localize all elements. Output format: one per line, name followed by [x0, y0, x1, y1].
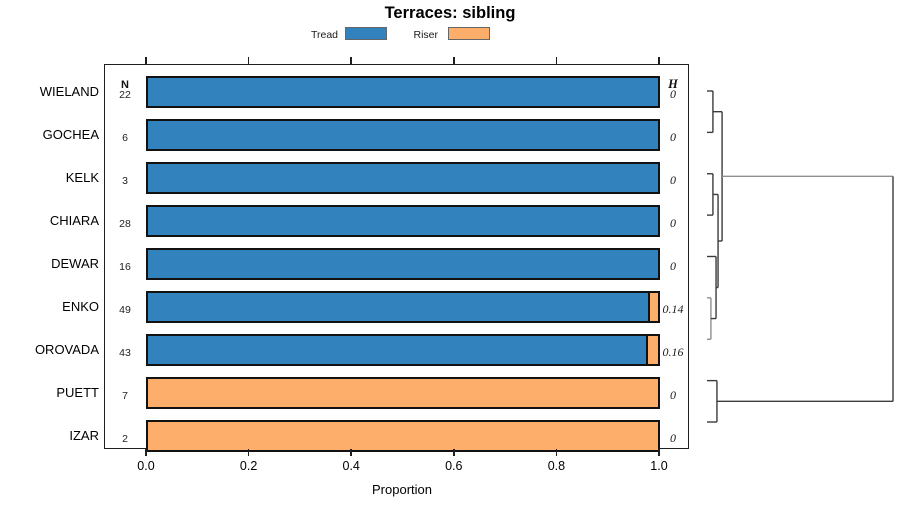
row-label-wieland: WIELAND — [39, 84, 99, 99]
x-axis-tick-label: 0.6 — [445, 459, 463, 473]
row-label-enko: ENKO — [62, 299, 99, 314]
n-value-gochea: 6 — [122, 132, 128, 144]
row-label-puett: PUETT — [56, 385, 99, 400]
row-label-izar: IZAR — [69, 428, 99, 443]
n-value-izar: 2 — [122, 433, 128, 445]
x-axis-tick-bottom — [247, 449, 250, 456]
x-axis-tick-label: 0.2 — [239, 459, 258, 473]
bar-kelk — [146, 162, 660, 194]
row-label-chiara: CHIARA — [49, 213, 99, 228]
bar-gochea — [146, 119, 660, 151]
legend-label-tread: Tread — [310, 29, 338, 41]
bar-segment-riser — [646, 336, 658, 364]
row-label-orovada: OROVADA — [34, 342, 99, 357]
chart-title: Terraces: sibling — [384, 4, 516, 22]
bar-orovada — [146, 334, 660, 366]
bar-puett — [146, 377, 660, 409]
legend-swatch-tread — [345, 27, 387, 40]
x-axis-tick-top — [145, 57, 147, 64]
n-value-enko: 49 — [119, 304, 131, 316]
h-value-puett: 0 — [670, 388, 676, 402]
x-axis-tick-top — [247, 57, 250, 64]
bar-izar — [146, 420, 660, 452]
x-axis-tick-bottom — [555, 449, 558, 456]
h-value-izar: 0 — [670, 431, 676, 445]
x-axis-tick-top — [453, 57, 455, 64]
x-axis-tick-top — [658, 57, 660, 64]
bar-segment-tread — [148, 121, 658, 149]
n-value-orovada: 43 — [119, 347, 131, 359]
n-value-wieland: 22 — [119, 89, 131, 101]
row-label-kelk: KELK — [65, 170, 99, 185]
bar-dewar — [146, 248, 660, 280]
bar-segment-tread — [148, 336, 647, 364]
dendrogram — [707, 90, 894, 423]
row-label-gochea: GOCHEA — [42, 127, 99, 142]
x-axis-tick-label: 0.8 — [547, 459, 566, 473]
h-value-gochea: 0 — [670, 130, 676, 144]
bar-segment-riser — [647, 293, 658, 321]
n-value-chiara: 28 — [119, 218, 131, 230]
x-axis-tick-label: 1.0 — [650, 459, 668, 473]
x-axis-tick-bottom — [658, 449, 660, 456]
bar-segment-riser — [148, 422, 658, 450]
x-axis-tick-top — [555, 57, 558, 64]
legend-swatch-riser — [448, 27, 490, 40]
x-axis-tick-label: 0.0 — [137, 459, 155, 473]
h-column-header: H — [668, 77, 678, 91]
bar-segment-tread — [148, 250, 658, 278]
bar-segment-tread — [148, 207, 658, 235]
x-axis-tick-bottom — [145, 449, 147, 456]
x-axis-tick-label: 0.4 — [342, 459, 360, 473]
h-value-dewar: 0 — [670, 259, 676, 273]
n-value-dewar: 16 — [119, 261, 131, 273]
n-value-kelk: 3 — [122, 175, 128, 187]
x-axis-tick-bottom — [453, 449, 455, 456]
h-value-kelk: 0 — [670, 173, 676, 187]
n-value-puett: 7 — [122, 390, 128, 402]
bar-wieland — [146, 76, 660, 108]
legend-label-riser: Riser — [413, 29, 438, 41]
bar-segment-riser — [148, 379, 658, 407]
h-value-enko: 0.14 — [662, 302, 684, 316]
h-value-orovada: 0.16 — [662, 345, 684, 359]
x-axis-tick-top — [350, 57, 352, 64]
x-axis-label: Proportion — [372, 482, 432, 497]
bar-segment-tread — [148, 293, 648, 321]
h-value-wieland: 0 — [670, 87, 676, 101]
bar-enko — [146, 291, 660, 323]
n-column-header: N — [121, 79, 129, 91]
x-axis-tick-bottom — [350, 449, 352, 456]
h-value-chiara: 0 — [670, 216, 676, 230]
row-label-dewar: DEWAR — [51, 256, 99, 271]
bar-chiara — [146, 205, 660, 237]
bar-segment-tread — [148, 164, 658, 192]
bar-segment-tread — [148, 78, 658, 106]
